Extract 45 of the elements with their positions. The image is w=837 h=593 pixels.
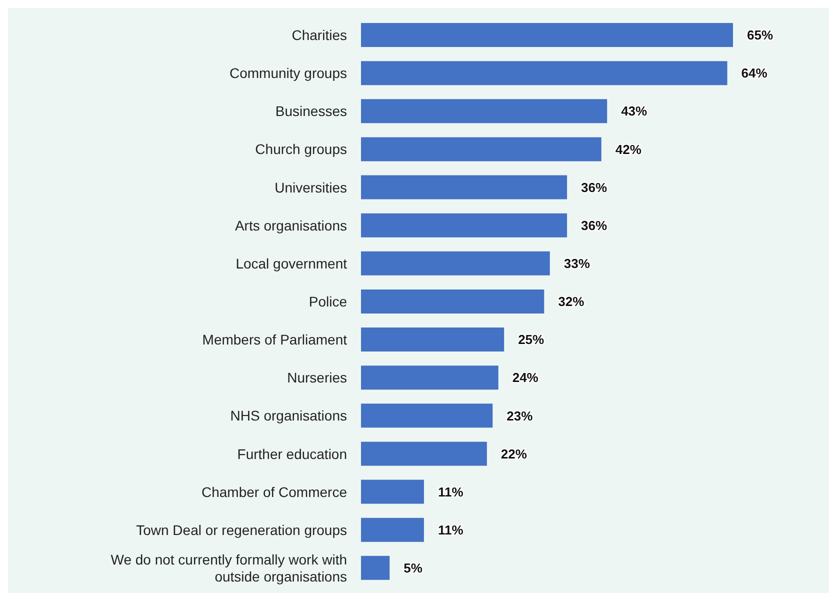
bar: [361, 251, 550, 276]
bar: [361, 366, 498, 390]
y-tick-label: Universities: [274, 179, 347, 196]
bar: [361, 23, 733, 47]
data-label: 36%: [581, 218, 608, 233]
data-label: 11%: [438, 522, 464, 538]
y-tick-label: Businesses: [275, 103, 347, 120]
data-label: 5%: [404, 560, 423, 576]
bar: [361, 289, 544, 314]
data-label: 32%: [558, 294, 585, 310]
data-label: 65%: [747, 28, 774, 43]
data-label: 22%: [500, 446, 528, 462]
data-label: 43%: [621, 104, 648, 119]
bar: [361, 175, 568, 200]
y-tick-label: NHS organisations: [230, 408, 347, 424]
y-tick-label: Nurseries: [287, 370, 347, 386]
y-tick-label: Charities: [292, 27, 347, 44]
y-tick-label: Police: [308, 294, 348, 310]
bar: [361, 328, 504, 352]
bar: [361, 61, 728, 86]
y-tick-label: Further education: [237, 446, 347, 462]
bar: [361, 99, 608, 124]
bar: [361, 556, 390, 580]
y-tick-label: Members of Parliament: [202, 332, 348, 348]
data-label: 42%: [615, 142, 642, 157]
bar: [361, 404, 493, 428]
bar: [361, 137, 602, 162]
data-label: 36%: [581, 180, 608, 195]
y-tick-label: Church groups: [255, 141, 347, 158]
bar: [361, 213, 568, 238]
data-label: 64%: [741, 66, 768, 81]
y-tick-label: Town Deal or regeneration groups: [136, 522, 347, 538]
y-tick-label: We do not currently formally work with outside organisations: [110, 551, 347, 584]
y-tick-label: Community groups: [230, 65, 347, 82]
data-label: 11%: [438, 484, 464, 500]
bar: [361, 480, 424, 504]
data-label: 25%: [518, 332, 545, 348]
bar: [361, 518, 424, 542]
y-tick-label: Local government: [236, 255, 348, 272]
data-label: 24%: [512, 370, 539, 386]
y-tick-label: Arts organisations: [234, 217, 347, 234]
data-label: 33%: [564, 256, 590, 272]
data-label: 23%: [506, 408, 534, 424]
bar: [361, 442, 487, 466]
y-tick-label: Chamber of Commerce: [202, 484, 348, 500]
